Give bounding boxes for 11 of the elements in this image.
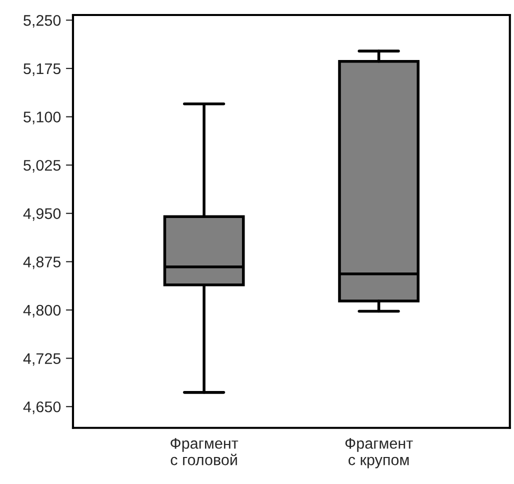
y-tick-label: 4,725	[23, 353, 61, 366]
y-tick-label: 5,175	[24, 63, 61, 76]
y-tick-label: 4,650	[23, 401, 61, 414]
x-tick-label: Фрагмент с головой	[170, 438, 238, 466]
x-tick-label: Фрагмент с крупом	[345, 438, 413, 468]
y-tick-label: 4,875	[23, 256, 61, 270]
y-tick-label: 5,100	[24, 112, 61, 124]
y-tick-label: 4,950	[23, 208, 61, 221]
y-tick-label: 4,800	[23, 304, 61, 318]
y-tick-label: 5,025	[24, 160, 61, 173]
y-tick-label: 5,250	[24, 15, 61, 28]
